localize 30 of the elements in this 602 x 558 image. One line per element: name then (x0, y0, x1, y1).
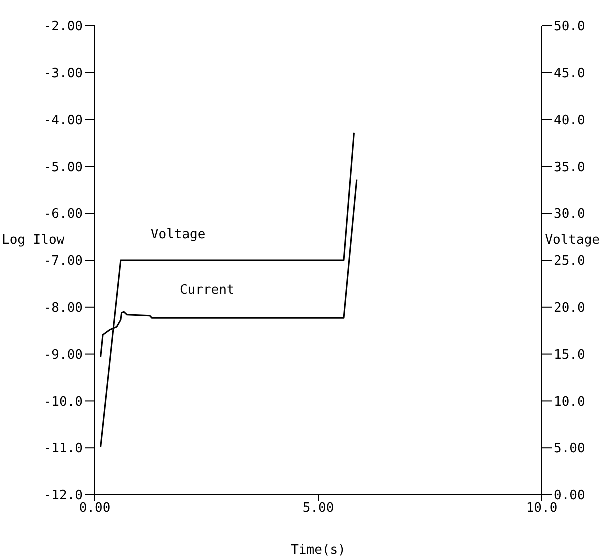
series-label: Current (180, 282, 235, 298)
y2-tick-label: 50.0 (554, 20, 586, 35)
y-tick-label: -7.00 (44, 254, 83, 270)
x-tick-label: 5.00 (302, 501, 334, 516)
y-tick-label: -10.0 (44, 394, 83, 410)
y-tick-label: -4.00 (44, 113, 83, 128)
x-tick-label: 0.00 (79, 501, 111, 516)
y2-axis-title: Voltage (545, 233, 600, 248)
y2-tick-label: 5.00 (554, 442, 586, 457)
y2-tick-label: 30.0 (554, 207, 586, 222)
y2-tick-label: 0.00 (554, 488, 586, 504)
y-tick-label: -11.0 (44, 442, 83, 457)
series-label: Voltage (150, 228, 206, 242)
y2-tick-label: 35.0 (554, 160, 586, 176)
y2-tick-label: 15.0 (554, 348, 586, 363)
y-tick-label: -12.0 (44, 488, 83, 504)
y-tick-label: -5.00 (44, 160, 83, 176)
x-axis-title: Time(s) (291, 543, 346, 558)
y-tick-label: -2.00 (44, 20, 83, 35)
y2-tick-label: 25.0 (554, 254, 586, 270)
y2-tick-label: 20.0 (554, 301, 586, 316)
y2-tick-label: 45.0 (554, 66, 586, 82)
y-tick-label: -8.00 (44, 301, 83, 316)
x-tick-label: 10.0 (526, 501, 558, 516)
y-tick-label: -3.00 (44, 66, 83, 82)
y-axis-title: Log Ilow (2, 233, 65, 248)
y-tick-label: -9.00 (44, 348, 83, 363)
y2-tick-label: 40.0 (554, 113, 586, 128)
y2-tick-label: 10.0 (554, 394, 586, 410)
y-tick-label: -6.00 (44, 207, 83, 222)
